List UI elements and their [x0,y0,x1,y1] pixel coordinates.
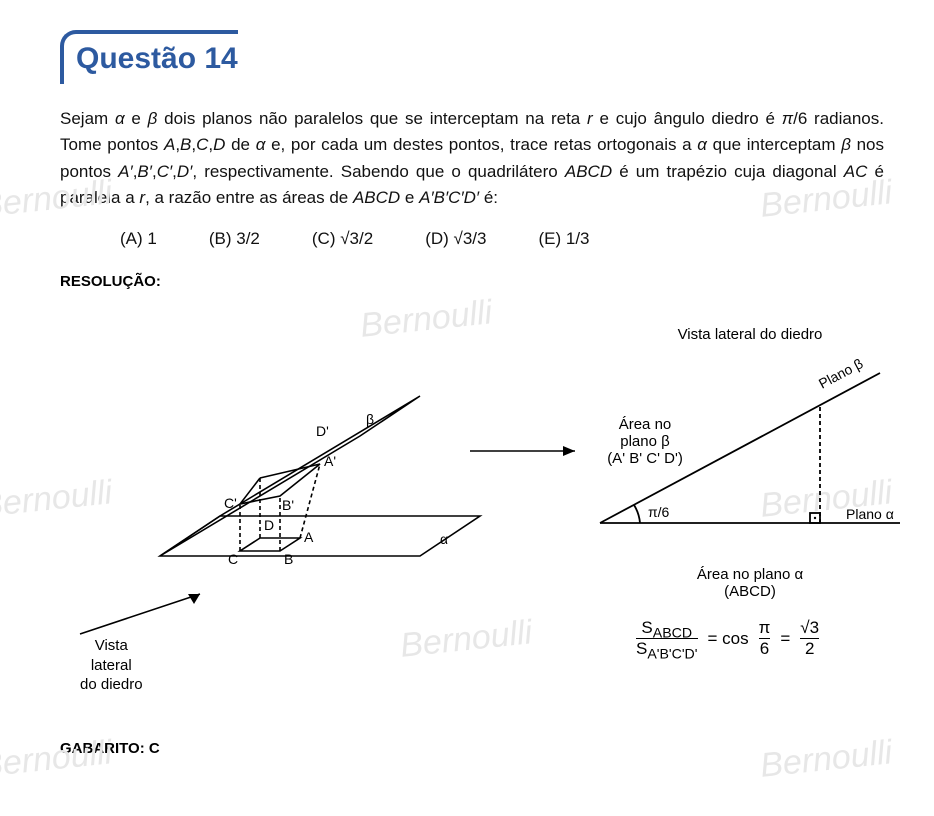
svg-text:π/6: π/6 [648,504,670,520]
svg-text:D: D [264,517,274,533]
page: Bernoulli Bernoulli Bernoulli Bernoulli … [0,0,934,816]
svg-text:B: B [284,551,293,567]
options-row: (A) 1 (B) 3/2 (C) √3/2 (D) √3/3 (E) 1/3 [120,229,884,249]
svg-text:Plano β: Plano β [816,355,866,392]
svg-text:C: C [228,551,238,567]
right-diagram-title: Vista lateral do diedro [590,326,910,343]
svg-text:B': B' [282,497,294,513]
area-alpha-label: Área no plano α (ABCD) [590,566,910,600]
svg-text:A: A [304,529,314,545]
right-diagram: Vista lateral do diedro [590,326,910,600]
diagram-area: α β A B C D A' B' C' D' [60,306,884,736]
svg-text:α: α [440,531,448,547]
svg-text:β: β [366,411,374,427]
question-title: Questão 14 [60,30,238,84]
option-c: (C) √3/2 [312,229,373,249]
answer-key: GABARITO: C [60,740,884,757]
question-stem: Sejam α e β dois planos não paralelos qu… [60,106,884,211]
resolution-heading: RESOLUÇÃO: [60,273,884,290]
area-beta-label: Área no plano β (A' B' C' D') [590,416,700,467]
option-d: (D) √3/3 [425,229,486,249]
arrow-between [470,436,590,466]
svg-text:Plano α: Plano α [846,506,894,522]
option-b: (B) 3/2 [209,229,260,249]
option-e: (E) 1/3 [538,229,589,249]
svg-text:C': C' [224,495,237,511]
svg-text:D': D' [316,423,329,439]
vista-lateral-label: Vista lateral do diedro [80,636,143,695]
ratio-equation: SABCD SA'B'C'D' = cos π 6 = √3 2 [630,616,825,661]
option-a: (A) 1 [120,229,157,249]
svg-text:A': A' [324,453,336,469]
